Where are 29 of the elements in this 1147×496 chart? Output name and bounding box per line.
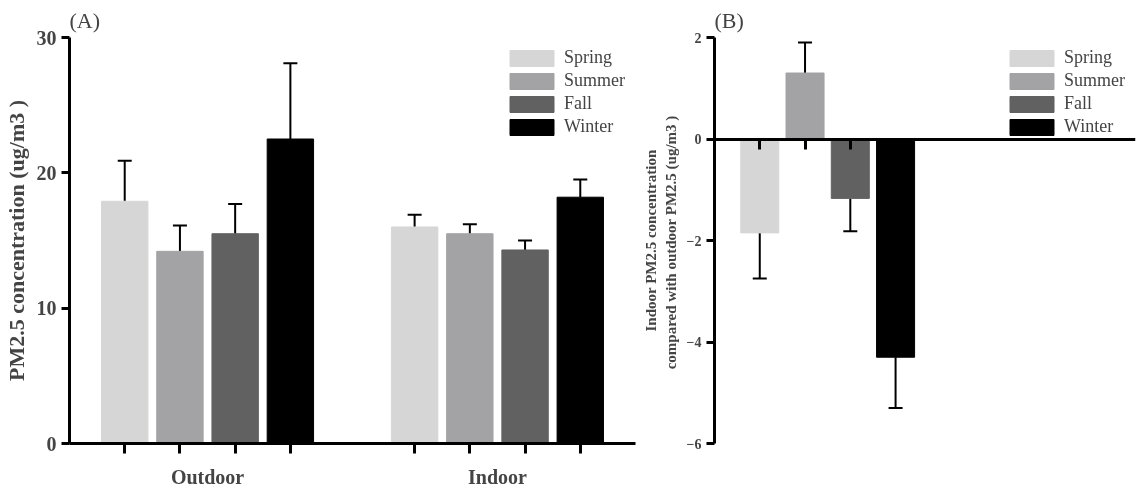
y-tick-label: 30 bbox=[36, 26, 57, 49]
legend-label: Spring bbox=[1064, 47, 1113, 68]
y-tick-label: −2 bbox=[686, 233, 702, 249]
y-axis-title: Indoor PM2.5 concentration compared with outdoor PM2.5 (ug/m3 ) bbox=[643, 115, 680, 370]
chart-title: (B) bbox=[714, 7, 744, 33]
y-tick-label: −4 bbox=[686, 335, 702, 350]
bar bbox=[390, 226, 439, 444]
bar bbox=[446, 233, 494, 444]
bar bbox=[501, 249, 549, 444]
y-tick-label: 2 bbox=[694, 30, 702, 46]
legend-label: Winter bbox=[564, 116, 614, 137]
y-axis-title: PM2.5 concentration (ug/m3 ) bbox=[3, 99, 29, 382]
bar bbox=[156, 250, 204, 444]
bar bbox=[101, 200, 149, 444]
y-tick-label: 0 bbox=[694, 132, 702, 147]
legend-label: Fall bbox=[1064, 93, 1093, 114]
legend-label: Summer bbox=[564, 70, 625, 91]
legend-label: Spring bbox=[564, 47, 613, 68]
y-tick-label: 10 bbox=[36, 297, 57, 320]
y-tick-label: 20 bbox=[36, 161, 57, 184]
bar bbox=[211, 233, 259, 444]
legend-label: Fall bbox=[564, 93, 593, 114]
legend-label: Winter bbox=[1064, 116, 1114, 137]
legend-label: Summer bbox=[1064, 70, 1125, 91]
y-tick-label: 0 bbox=[46, 432, 57, 455]
chart-title: (A) bbox=[69, 7, 101, 33]
x-tick-label: Outdoor bbox=[170, 465, 245, 488]
y-tick-label: −6 bbox=[686, 436, 702, 452]
x-tick-label: Indoor bbox=[468, 465, 528, 488]
